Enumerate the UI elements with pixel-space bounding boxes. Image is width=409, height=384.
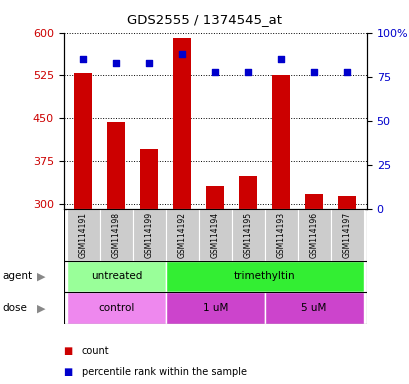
Point xyxy=(146,60,152,66)
Bar xyxy=(74,73,92,209)
Text: GSM114193: GSM114193 xyxy=(276,212,285,258)
Text: ▶: ▶ xyxy=(37,271,45,281)
Point xyxy=(113,60,119,66)
Text: GSM114192: GSM114192 xyxy=(178,212,187,258)
Bar xyxy=(67,261,165,292)
Bar xyxy=(165,292,264,324)
Text: GSM114191: GSM114191 xyxy=(79,212,88,258)
Point xyxy=(80,56,86,62)
Text: untreated: untreated xyxy=(90,271,142,281)
Text: dose: dose xyxy=(2,303,27,313)
Point xyxy=(244,68,251,74)
Bar xyxy=(198,209,231,261)
Text: ▶: ▶ xyxy=(37,303,45,313)
Point xyxy=(343,68,350,74)
Bar xyxy=(165,261,363,292)
Bar xyxy=(173,38,191,209)
Point xyxy=(310,68,317,74)
Bar xyxy=(99,209,133,261)
Bar xyxy=(264,209,297,261)
Bar xyxy=(297,209,330,261)
Text: GDS2555 / 1374545_at: GDS2555 / 1374545_at xyxy=(127,13,282,26)
Text: GSM114195: GSM114195 xyxy=(243,212,252,258)
Point xyxy=(277,56,284,62)
Text: agent: agent xyxy=(2,271,32,281)
Bar xyxy=(165,209,198,261)
Bar xyxy=(107,122,125,209)
Bar xyxy=(67,292,165,324)
Bar xyxy=(238,176,257,209)
Text: count: count xyxy=(82,346,109,356)
Bar xyxy=(140,149,158,209)
Text: control: control xyxy=(98,303,134,313)
Text: ■: ■ xyxy=(63,367,73,377)
Text: percentile rank within the sample: percentile rank within the sample xyxy=(82,367,246,377)
Bar xyxy=(67,209,99,261)
Text: 1 uM: 1 uM xyxy=(202,303,227,313)
Point xyxy=(179,51,185,57)
Text: ■: ■ xyxy=(63,346,73,356)
Text: GSM114194: GSM114194 xyxy=(210,212,219,258)
Bar xyxy=(264,292,363,324)
Bar xyxy=(330,209,363,261)
Bar xyxy=(133,209,165,261)
Text: trimethyltin: trimethyltin xyxy=(233,271,295,281)
Point xyxy=(211,68,218,74)
Bar xyxy=(272,75,290,209)
Text: 5 uM: 5 uM xyxy=(301,303,326,313)
Text: GSM114199: GSM114199 xyxy=(144,212,153,258)
Bar xyxy=(337,195,355,209)
Text: GSM114198: GSM114198 xyxy=(112,212,121,258)
Text: GSM114197: GSM114197 xyxy=(342,212,351,258)
Text: GSM114196: GSM114196 xyxy=(309,212,318,258)
Bar xyxy=(304,194,322,209)
Bar xyxy=(206,187,224,209)
Bar xyxy=(231,209,264,261)
